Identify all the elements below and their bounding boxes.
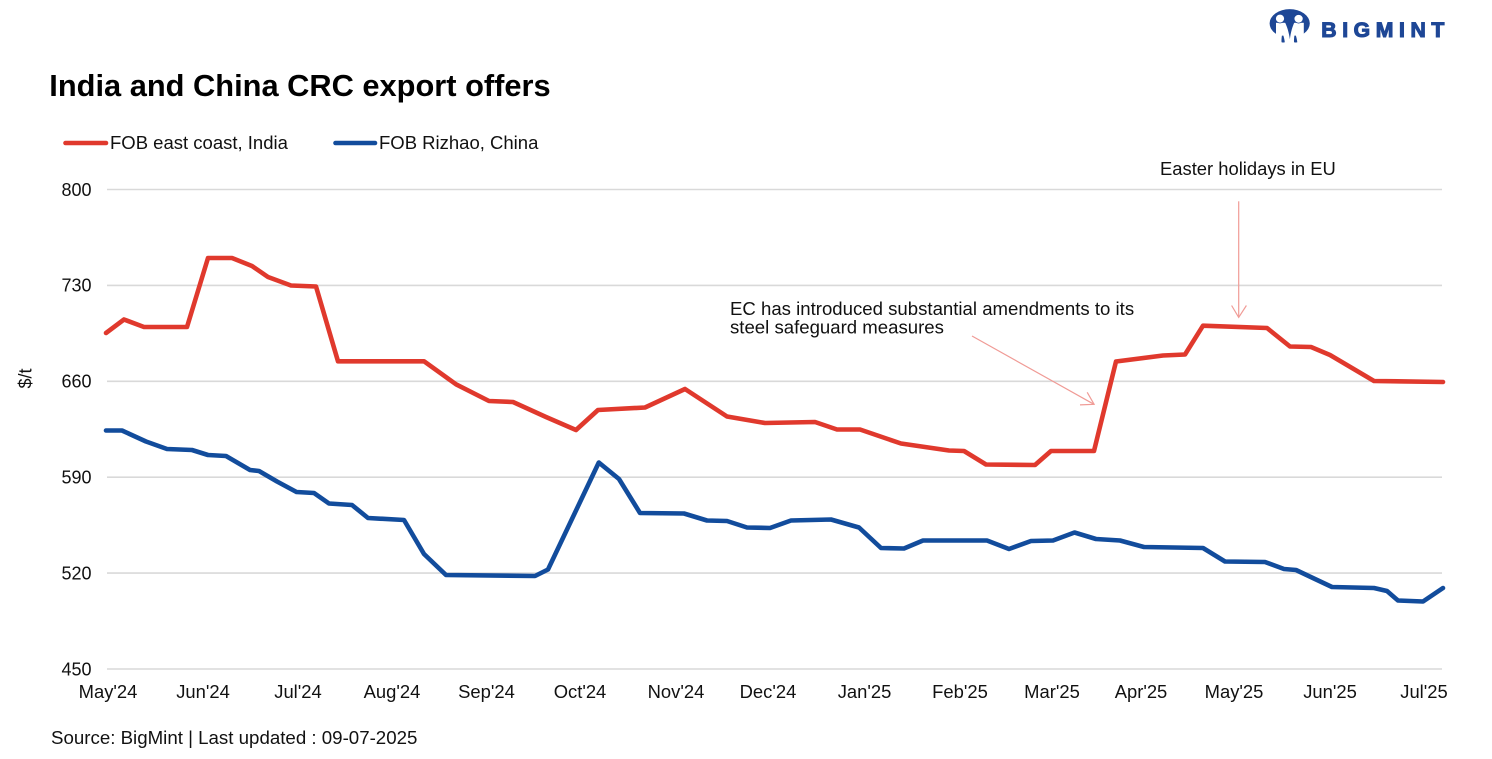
svg-text:Feb'25: Feb'25 <box>932 681 988 702</box>
svg-text:590: 590 <box>61 468 91 488</box>
svg-text:Dec'24: Dec'24 <box>740 681 797 702</box>
svg-text:Aug'24: Aug'24 <box>364 681 421 702</box>
svg-text:Jul'24: Jul'24 <box>274 681 321 702</box>
svg-text:520: 520 <box>61 563 91 583</box>
svg-text:Oct'24: Oct'24 <box>554 681 607 702</box>
svg-text:May'24: May'24 <box>79 681 138 702</box>
svg-text:730: 730 <box>61 276 91 296</box>
svg-text:FOB Rizhao, China: FOB Rizhao, China <box>379 132 539 153</box>
svg-text:FOB east coast, India: FOB east coast, India <box>110 132 289 153</box>
svg-text:May'25: May'25 <box>1205 681 1264 702</box>
svg-text:660: 660 <box>61 372 91 392</box>
svg-text:Nov'24: Nov'24 <box>648 681 705 702</box>
svg-text:Jun'25: Jun'25 <box>1303 681 1357 702</box>
svg-text:Source: BigMint | Last updated: Source: BigMint | Last updated : 09-07-2… <box>51 727 417 748</box>
svg-text:India and China CRC export off: India and China CRC export offers <box>49 68 550 103</box>
svg-text:Jan'25: Jan'25 <box>838 681 892 702</box>
svg-text:$/t: $/t <box>16 368 36 388</box>
svg-text:Mar'25: Mar'25 <box>1024 681 1080 702</box>
svg-text:Jun'24: Jun'24 <box>176 681 230 702</box>
svg-text:Apr'25: Apr'25 <box>1115 681 1168 702</box>
svg-text:800: 800 <box>61 180 91 200</box>
svg-text:EC has introduced substantial: EC has introduced substantial amendments… <box>730 298 1134 319</box>
svg-text:Sep'24: Sep'24 <box>458 681 515 702</box>
svg-text:450: 450 <box>61 659 91 679</box>
svg-text:steel safeguard measures: steel safeguard measures <box>730 317 944 338</box>
svg-text:BIGMINT: BIGMINT <box>1321 19 1450 42</box>
svg-text:Easter holidays in EU: Easter holidays in EU <box>1160 158 1336 179</box>
svg-text:Jul'25: Jul'25 <box>1400 681 1447 702</box>
